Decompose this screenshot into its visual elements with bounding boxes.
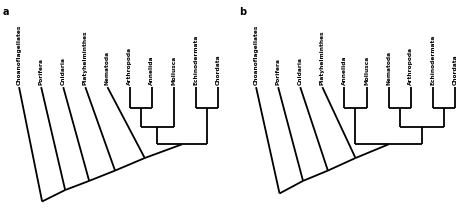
Text: Arthropoda: Arthropoda xyxy=(408,47,413,85)
Text: Mollusca: Mollusca xyxy=(364,56,369,85)
Text: a: a xyxy=(2,7,9,17)
Text: Annelida: Annelida xyxy=(342,55,347,85)
Text: Porifera: Porifera xyxy=(39,58,44,85)
Text: Cnidaria: Cnidaria xyxy=(298,57,303,85)
Text: Arthropoda: Arthropoda xyxy=(127,47,132,85)
Text: Echinodermata: Echinodermata xyxy=(193,35,198,85)
Text: Chordata: Chordata xyxy=(216,54,220,85)
Text: Choanoflagellates: Choanoflagellates xyxy=(17,24,21,85)
Text: Platyhelminthes: Platyhelminthes xyxy=(320,30,325,85)
Text: b: b xyxy=(239,7,246,17)
Text: Cnidaria: Cnidaria xyxy=(61,57,66,85)
Text: Echinodermata: Echinodermata xyxy=(430,35,435,85)
Text: Platyhelminthes: Platyhelminthes xyxy=(83,30,88,85)
Text: Nematoda: Nematoda xyxy=(105,51,110,85)
Text: Nematoda: Nematoda xyxy=(386,51,391,85)
Text: Porifera: Porifera xyxy=(276,58,281,85)
Text: Choanoflagellates: Choanoflagellates xyxy=(254,24,258,85)
Text: Mollusca: Mollusca xyxy=(171,56,176,85)
Text: Annelida: Annelida xyxy=(149,55,154,85)
Text: Chordata: Chordata xyxy=(453,54,457,85)
